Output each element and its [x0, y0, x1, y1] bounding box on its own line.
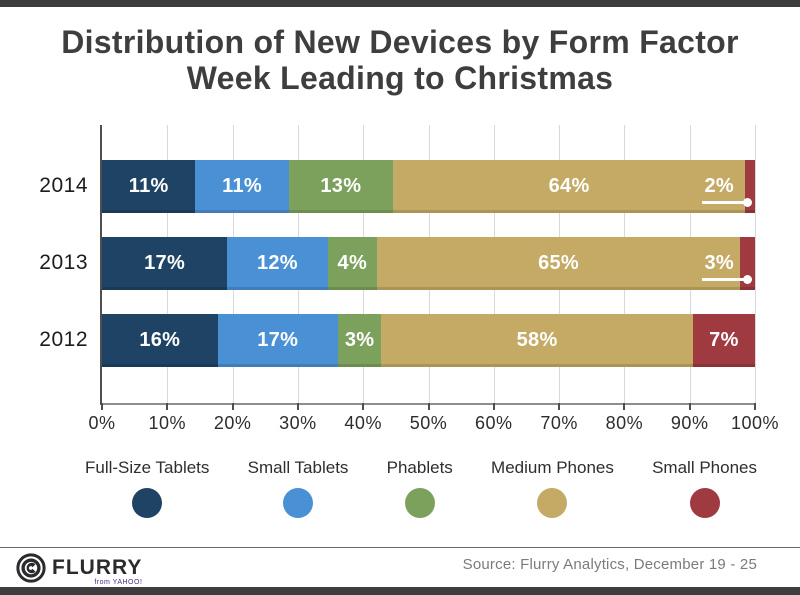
bottom-border-bar	[0, 587, 800, 595]
x-axis-tick	[688, 403, 691, 410]
segment-value-label: 58%	[516, 329, 558, 351]
bar-segment: 11%	[102, 160, 196, 213]
legend-color-dot	[283, 488, 314, 518]
x-axis-tick-label: 100%	[730, 413, 780, 433]
segment-callout: 3%	[702, 252, 752, 284]
bar-row-2013: 17% 12% 4% 65% 3%	[102, 237, 755, 290]
plot-area: 0% 10% 20% 30% 40% 50% 60% 70% 80% 90% 100% 11% 11% 1…	[88, 125, 779, 433]
segment-value-label: 11%	[128, 175, 169, 197]
segment-value-label: 17%	[144, 252, 186, 274]
flurry-logo-text: FLURRY	[52, 555, 143, 579]
legend-color-dot	[404, 488, 435, 518]
bar-segment: 65%	[376, 237, 741, 290]
segment-value-label: 13%	[320, 175, 362, 197]
x-axis-tick	[427, 403, 430, 410]
x-axis-tick-label: 60%	[475, 413, 513, 433]
x-axis-tick-label: 30%	[279, 413, 317, 433]
bar-row-2014: 11% 11% 13% 64% 2%	[102, 160, 756, 213]
bar-segment: 64%	[392, 160, 746, 213]
x-axis-tick-label: 90%	[670, 413, 709, 433]
segment-callout: 2%	[702, 175, 753, 207]
bar-segment: 13%	[288, 160, 393, 213]
x-axis-tick	[558, 403, 561, 410]
flurry-wordmark: FLURRY from YAHOO!	[52, 556, 142, 586]
segment-value-label: 64%	[548, 175, 590, 197]
bar-row-2012: 16% 17% 3% 58% 7%	[102, 314, 755, 367]
x-axis-tick	[101, 403, 103, 410]
legend-label: Small Phones	[652, 458, 757, 477]
legend-item: Medium Phones	[491, 458, 614, 518]
x-axis-tick	[231, 403, 234, 410]
x-axis-tick-label: 20%	[213, 413, 252, 433]
segment-value-label: 7%	[709, 329, 739, 351]
legend-color-dot	[537, 488, 568, 518]
x-axis-tick-label: 0%	[88, 413, 116, 433]
chart-title-line2: Week Leading to Christmas	[186, 60, 614, 96]
x-axis-tick	[296, 403, 299, 410]
top-border-bar	[0, 0, 800, 7]
bar-segment: 2%	[702, 160, 756, 213]
chart-title: Distribution of New Devices by Form Fact…	[0, 24, 800, 96]
bar-segment: 12%	[227, 237, 328, 290]
legend-color-dot	[689, 488, 720, 518]
x-axis-tick-label: 80%	[605, 413, 644, 433]
y-axis-label-2012: 2012	[39, 328, 88, 351]
callout-arrow-line	[702, 198, 753, 207]
x-axis-tick-label: 10%	[148, 413, 187, 433]
chart-title-line1: Distribution of New Devices by Form Fact…	[61, 24, 739, 60]
x-axis-tick	[754, 403, 756, 410]
bar-segment: 4%	[327, 237, 377, 290]
bar-segment: 11%	[195, 160, 289, 213]
segment-value-label: 17%	[257, 329, 299, 351]
y-axis-label-2013: 2013	[39, 251, 88, 274]
callout-arrow-line	[702, 275, 752, 284]
bar-segment: 17%	[102, 237, 228, 290]
flurry-yahoo-subtext: from YAHOO!	[94, 578, 143, 586]
bar-segment: 7%	[692, 314, 755, 367]
bar-segment: 16%	[102, 314, 218, 367]
gridline	[755, 125, 756, 403]
x-axis-tick-label: 40%	[344, 413, 382, 433]
bar-segment: 3%	[702, 237, 755, 290]
legend-color-dot	[132, 488, 163, 518]
x-axis-tick	[492, 403, 495, 410]
y-axis-label-2014: 2014	[39, 174, 88, 197]
legend-item: Small Phones	[652, 458, 757, 518]
segment-value-label: 16%	[139, 329, 181, 351]
segment-value-label: 4%	[337, 252, 368, 274]
bar-segment: 17%	[217, 314, 338, 367]
segment-value-label: 2%	[704, 175, 735, 197]
footer-divider	[0, 547, 800, 548]
legend-label: Medium Phones	[491, 458, 614, 477]
legend-item: Small Tablets	[247, 458, 349, 518]
x-axis-tick	[623, 403, 626, 410]
x-axis-tick-label: 50%	[409, 413, 448, 433]
flurry-logo: FLURRY from YAHOO!	[16, 553, 142, 588]
flurry-logo-icon	[16, 553, 46, 588]
legend-label: Small Tablets	[247, 458, 349, 477]
segment-value-label: 12%	[256, 252, 298, 274]
segment-value-label: 3%	[344, 329, 375, 351]
bar-segment: 58%	[381, 314, 693, 367]
x-axis-tick	[362, 403, 365, 410]
bar-segment: 3%	[337, 314, 382, 367]
segment-value-label: 11%	[222, 175, 262, 197]
x-axis-tick-label: 70%	[540, 413, 578, 433]
chart-legend: Full-Size Tablets Small Tablets Phablets Me…	[85, 458, 757, 518]
segment-value-label: 65%	[538, 252, 580, 274]
segment-value-label: 3%	[704, 252, 734, 274]
legend-label: Full-Size Tablets	[85, 458, 210, 477]
legend-item: Phablets	[387, 458, 453, 518]
x-axis-tick	[166, 403, 169, 410]
source-text: Source: Flurry Analytics, December 19 - …	[462, 556, 757, 573]
legend-item: Full-Size Tablets	[85, 458, 209, 518]
legend-label: Phablets	[386, 458, 453, 477]
